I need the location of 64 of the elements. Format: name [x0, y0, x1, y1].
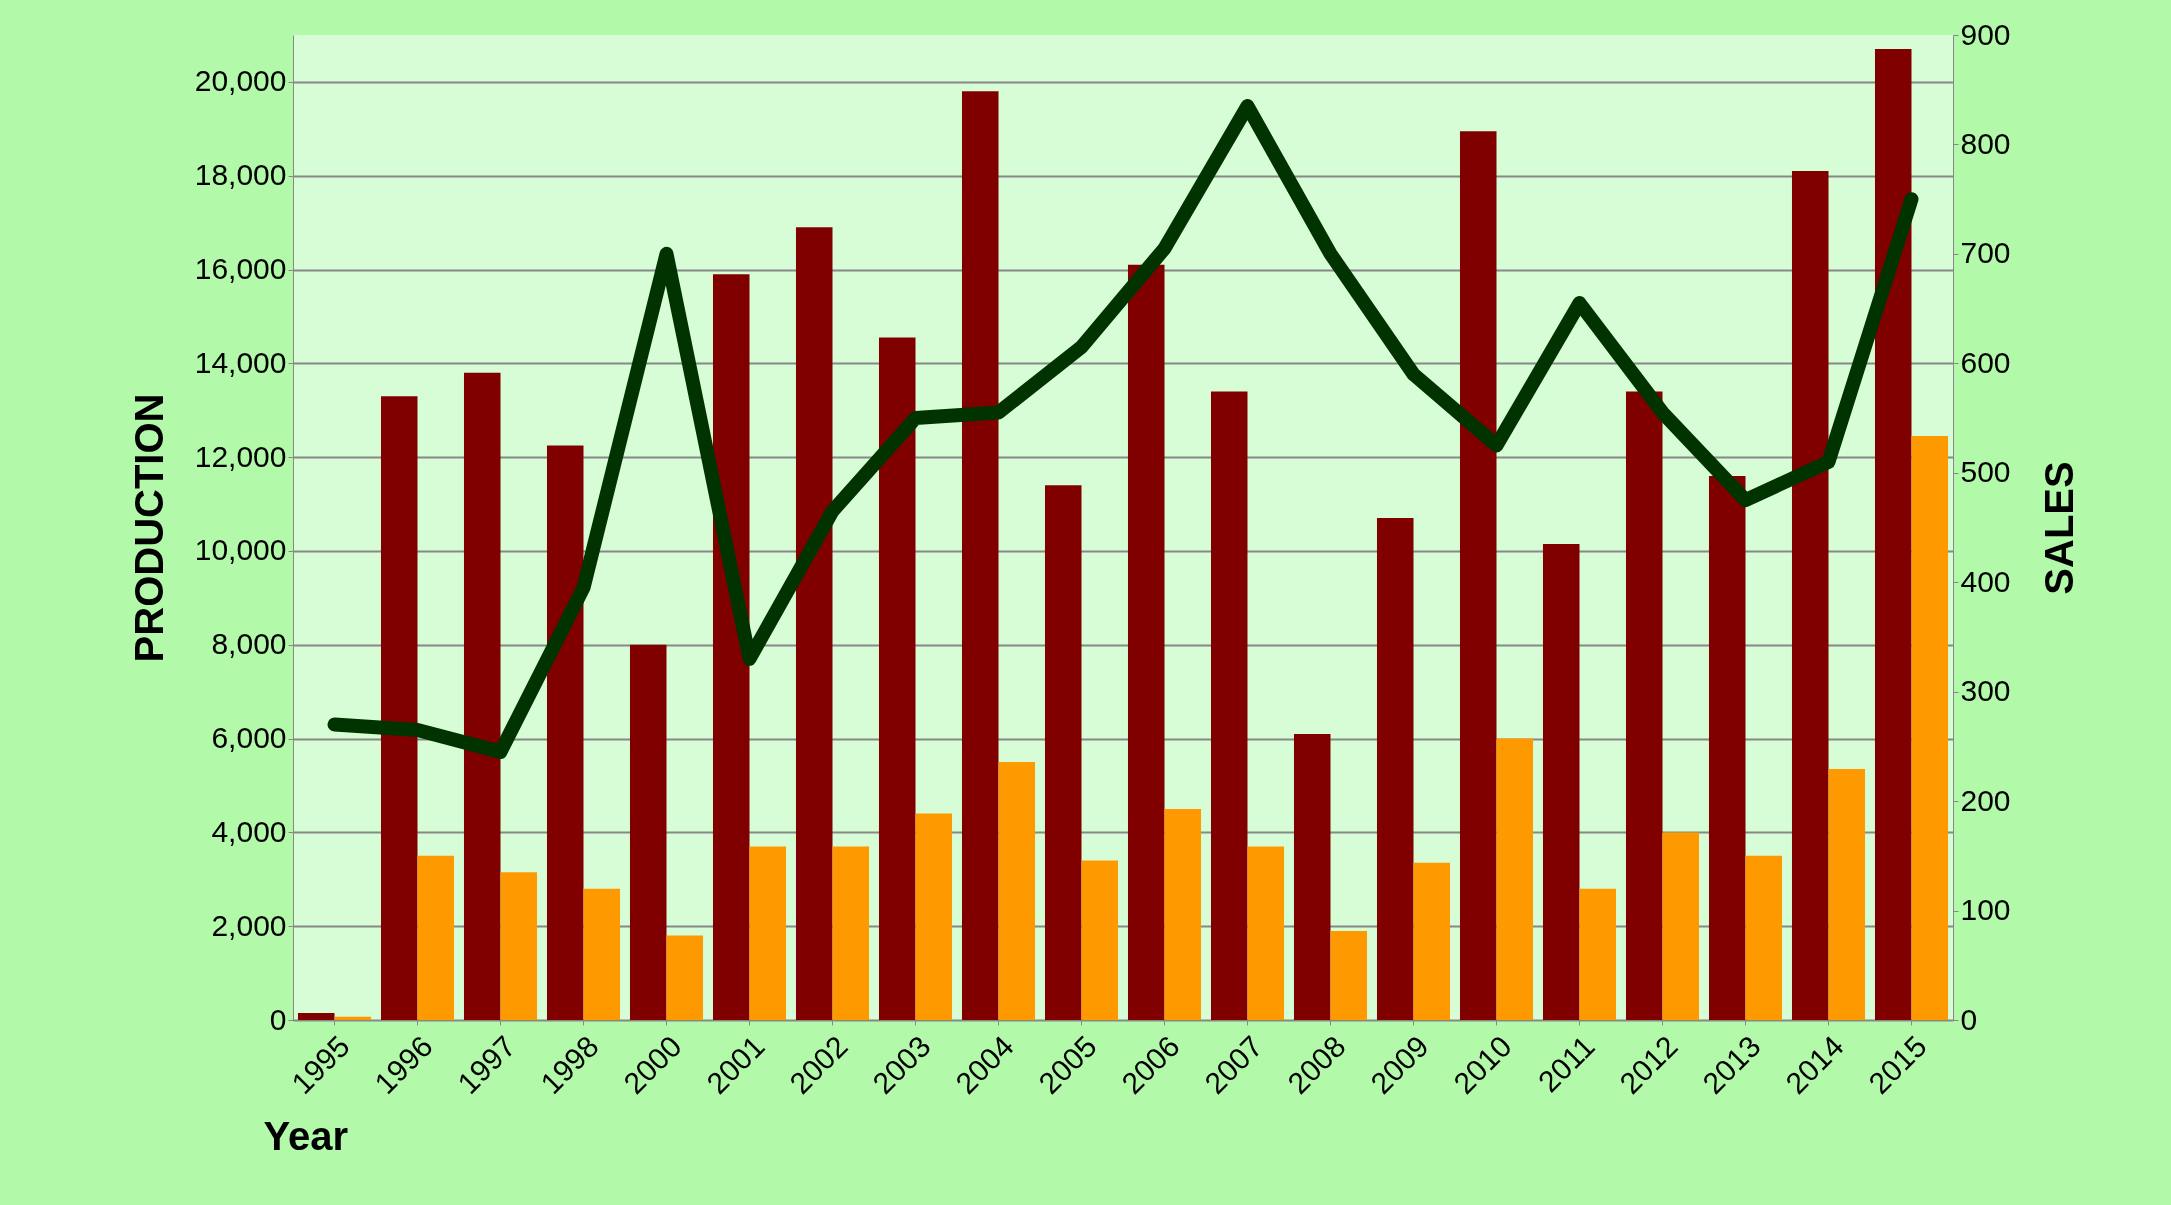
bar — [1496, 738, 1534, 1020]
bar — [1127, 264, 1165, 1020]
bar — [629, 644, 667, 1020]
bar — [1247, 846, 1285, 1020]
y-tick-label: 18,000 — [194, 158, 287, 192]
y-tick-label: 6,000 — [211, 721, 287, 755]
x-axis-title: Year — [263, 1113, 349, 1158]
y-axis-title: PRODUCTION — [126, 393, 171, 663]
y-tick-label: 4,000 — [211, 814, 287, 848]
bar — [961, 91, 999, 1020]
bar — [666, 935, 704, 1020]
bar — [1874, 49, 1912, 1020]
y-tick-label: 14,000 — [194, 345, 287, 379]
bar — [1044, 485, 1082, 1020]
y2-tick-label: 200 — [1960, 783, 2011, 817]
bar — [1330, 930, 1368, 1020]
y-tick-label: 20,000 — [194, 64, 287, 98]
bar — [878, 337, 916, 1020]
y2-tick-label: 900 — [1960, 17, 2011, 51]
y-tick-label: 12,000 — [194, 439, 287, 473]
bar — [749, 846, 787, 1020]
y-tick-label: 8,000 — [211, 627, 287, 661]
bar — [1164, 808, 1202, 1020]
bar — [998, 762, 1036, 1020]
bar — [1579, 888, 1617, 1020]
y-tick-label: 10,000 — [194, 533, 287, 567]
y2-tick-label: 800 — [1960, 126, 2011, 160]
bar — [1625, 391, 1663, 1020]
bar — [1413, 862, 1451, 1020]
bar — [832, 846, 870, 1020]
bar — [1376, 518, 1414, 1020]
y-tick-label: 2,000 — [211, 908, 287, 942]
bar — [1293, 733, 1331, 1020]
bar — [915, 813, 953, 1020]
bar — [546, 445, 584, 1020]
bar — [1745, 855, 1783, 1020]
bar — [1828, 769, 1866, 1020]
y2-tick-label: 700 — [1960, 236, 2011, 270]
bar — [1459, 131, 1497, 1020]
bar — [1708, 475, 1746, 1020]
bar — [334, 1016, 372, 1020]
bar — [1210, 391, 1248, 1020]
bar — [500, 872, 538, 1020]
bar — [417, 855, 455, 1020]
y2-tick-label: 500 — [1960, 455, 2011, 489]
y2-axis-title: SALES — [2036, 461, 2081, 595]
bar — [1542, 543, 1580, 1020]
y-tick-label: 16,000 — [194, 252, 287, 286]
y2-tick-label: 400 — [1960, 564, 2011, 598]
bar — [795, 227, 833, 1020]
bar — [297, 1012, 335, 1020]
y2-tick-label: 100 — [1960, 893, 2011, 927]
y2-tick-label: 600 — [1960, 345, 2011, 379]
bar — [1791, 171, 1829, 1020]
y2-tick-label: 0 — [1960, 1002, 1978, 1036]
y-tick-label: 0 — [269, 1002, 287, 1036]
bar — [1662, 832, 1700, 1020]
bar — [712, 274, 750, 1020]
bar — [463, 372, 501, 1020]
bar — [583, 888, 621, 1020]
bar — [1081, 860, 1119, 1020]
bar — [380, 396, 418, 1020]
y2-tick-label: 300 — [1960, 674, 2011, 708]
bar — [1911, 436, 1949, 1020]
